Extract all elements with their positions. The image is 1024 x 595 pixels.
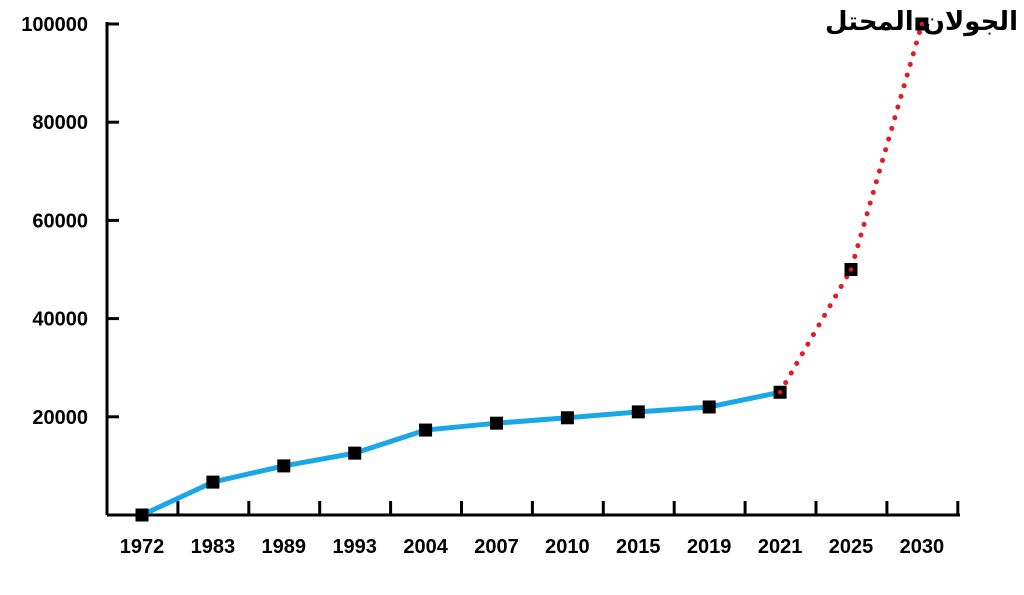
y-tick-label: 20000 [32,407,88,429]
projection-dot [848,267,854,272]
data-point [135,508,149,522]
x-tick-label: 1989 [262,536,307,558]
data-point [631,405,645,419]
data-point [560,411,574,425]
projection-dot [919,21,925,27]
x-tick-label: 2019 [687,536,732,558]
x-tick-label: 2025 [829,536,874,558]
data-point [206,475,220,489]
y-tick-label: 40000 [32,309,88,331]
x-tick-label: 1993 [332,536,377,558]
y-tick-label: 80000 [32,112,88,134]
x-tick-label: 2007 [474,536,519,558]
y-tick-labels: 20000 40000 60000 80000 100000 [21,14,88,429]
projection-dot [777,390,783,395]
x-tick-label: 2004 [403,536,448,558]
actual-line [139,389,783,518]
axes [105,22,960,517]
projection-line [777,21,925,395]
x-tick-label: 2021 [758,536,803,558]
data-point [277,459,291,473]
data-point [419,423,433,437]
x-tick-label: 2030 [900,536,945,558]
data-point [348,446,362,460]
data-point [702,400,716,414]
data-markers [135,17,929,522]
series-layer [139,21,925,518]
x-tick-label: 2015 [616,536,661,558]
y-tick-label: 60000 [32,210,88,232]
x-tick-label: 2010 [545,536,590,558]
data-point [490,416,503,430]
x-tick-labels: 1972 1983 1989 1993 2004 2007 2010 2015 2019 2021… [120,536,944,558]
y-tick-label: 100000 [21,14,88,36]
x-tick-label: 1972 [120,536,165,558]
x-tick-label: 1983 [191,536,236,558]
